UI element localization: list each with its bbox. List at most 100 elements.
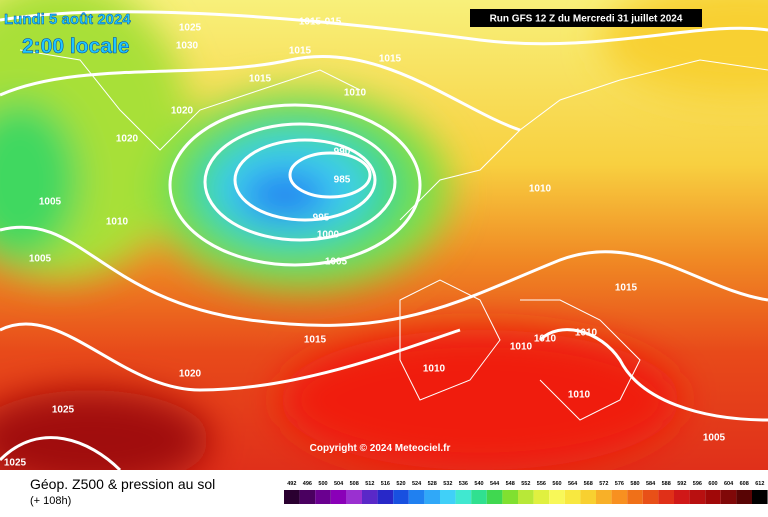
isobar-label: 1015 xyxy=(289,46,312,57)
legend-swatch xyxy=(736,490,752,504)
isobar-label: 990 xyxy=(334,147,351,158)
legend-label: 560 xyxy=(552,481,561,487)
legend-swatch xyxy=(627,490,643,504)
isobar-label: 1025 xyxy=(4,458,27,469)
legend-label: 592 xyxy=(677,481,686,487)
isobar-label: 015 xyxy=(325,17,342,28)
legend-label: 524 xyxy=(412,481,422,487)
legend-label: 564 xyxy=(568,481,578,487)
legend-swatch xyxy=(424,490,440,504)
legend-swatch xyxy=(642,490,659,504)
legend-swatch xyxy=(440,490,456,504)
isobar-label: 1010 xyxy=(534,334,557,345)
legend-swatch xyxy=(330,490,347,504)
legend-label: 576 xyxy=(615,481,624,487)
legend-label: 548 xyxy=(506,481,515,487)
legend-swatch xyxy=(455,490,472,504)
legend-label: 512 xyxy=(365,481,374,487)
legend-label: 568 xyxy=(584,481,593,487)
legend-label: 556 xyxy=(537,481,546,487)
legend-label: 600 xyxy=(708,481,717,487)
isobar-label: 995 xyxy=(313,213,330,224)
copyright: Copyright © 2024 Meteociel.fr xyxy=(310,443,451,454)
footer-title: Géop. Z500 & pression au sol xyxy=(30,476,215,492)
legend-label: 496 xyxy=(303,481,312,487)
legend-swatch xyxy=(471,490,487,504)
legend-swatch xyxy=(674,490,690,504)
isobar-label: 1025 xyxy=(179,23,202,34)
footer-lead: (+ 108h) xyxy=(30,495,71,507)
date: Lundi 5 août 2024 xyxy=(4,11,131,28)
legend-swatch xyxy=(299,490,316,504)
isobar-label: 1020 xyxy=(171,106,194,117)
legend-swatch xyxy=(486,490,503,504)
isobar-label: 1015 xyxy=(299,17,322,28)
legend-label: 540 xyxy=(474,481,483,487)
isobar-label: 1030 xyxy=(176,41,199,52)
legend-label: 500 xyxy=(318,481,327,487)
coastlines xyxy=(19,49,768,421)
isobar-label: 1015 xyxy=(304,335,327,346)
isobar-label: 1020 xyxy=(179,369,202,380)
isobar-label: 1005 xyxy=(29,254,52,265)
isobar-label: 1005 xyxy=(325,257,348,268)
legend-swatch xyxy=(502,490,518,504)
run-box xyxy=(470,9,702,27)
isobar-label: 1000 xyxy=(317,230,340,241)
time: 2:00 locale xyxy=(22,35,129,58)
isobar-label: 1010 xyxy=(344,88,367,99)
isobar-label: 1010 xyxy=(575,328,598,339)
legend-label: 608 xyxy=(740,481,749,487)
legend-swatch xyxy=(346,490,362,504)
legend-label: 604 xyxy=(724,481,734,487)
legend-swatch xyxy=(720,490,737,504)
legend-label: 588 xyxy=(662,481,671,487)
legend-label: 536 xyxy=(459,481,468,487)
isobar-label: 1005 xyxy=(703,433,726,444)
legend-label: 520 xyxy=(396,481,405,487)
isobar-lines xyxy=(0,10,768,472)
isobar-label: 1015 xyxy=(615,283,638,294)
legend-swatch xyxy=(533,490,550,504)
legend-swatch xyxy=(564,490,581,504)
legend-label: 572 xyxy=(599,481,608,487)
legend-label: 552 xyxy=(521,481,530,487)
legend-swatch xyxy=(580,490,596,504)
isobar-label: 1015 xyxy=(249,74,272,85)
legend-label: 532 xyxy=(443,481,452,487)
legend-label: 492 xyxy=(287,481,296,487)
legend-swatch xyxy=(658,490,674,504)
isobar-label: 1010 xyxy=(510,342,533,353)
legend-swatch xyxy=(549,490,565,504)
legend-label: 504 xyxy=(334,481,344,487)
legend-swatch xyxy=(362,490,378,504)
legend-label: 612 xyxy=(755,481,764,487)
legend-swatch xyxy=(393,490,409,504)
isobar-label: 1010 xyxy=(423,364,446,375)
legend-swatch xyxy=(596,490,612,504)
isobar-label: 1005 xyxy=(39,197,62,208)
legend-swatch xyxy=(611,490,628,504)
legend-label: 596 xyxy=(693,481,702,487)
legend-label: 544 xyxy=(490,481,500,487)
legend-swatch xyxy=(408,490,425,504)
isobar-label: 1010 xyxy=(106,217,129,228)
legend-swatch xyxy=(377,490,394,504)
run-label: Run GFS 12 Z du Mercredi 31 juillet 2024 xyxy=(490,14,683,25)
legend-swatch xyxy=(689,490,706,504)
isobar-label: 1020 xyxy=(116,134,139,145)
legend-swatch xyxy=(705,490,721,504)
legend-swatch xyxy=(315,490,331,504)
isobar-label: 1010 xyxy=(568,390,591,401)
legend-label: 580 xyxy=(630,481,639,487)
legend-label: 528 xyxy=(428,481,437,487)
isobar-label: 1025 xyxy=(52,405,75,416)
legend-swatch xyxy=(518,490,534,504)
legend-label: 516 xyxy=(381,481,390,487)
legend-label: 584 xyxy=(646,481,656,487)
isobar-label: 1010 xyxy=(529,184,552,195)
isobar-label: 985 xyxy=(334,175,351,186)
field-blobs xyxy=(0,0,768,490)
legend-swatch xyxy=(752,490,768,504)
